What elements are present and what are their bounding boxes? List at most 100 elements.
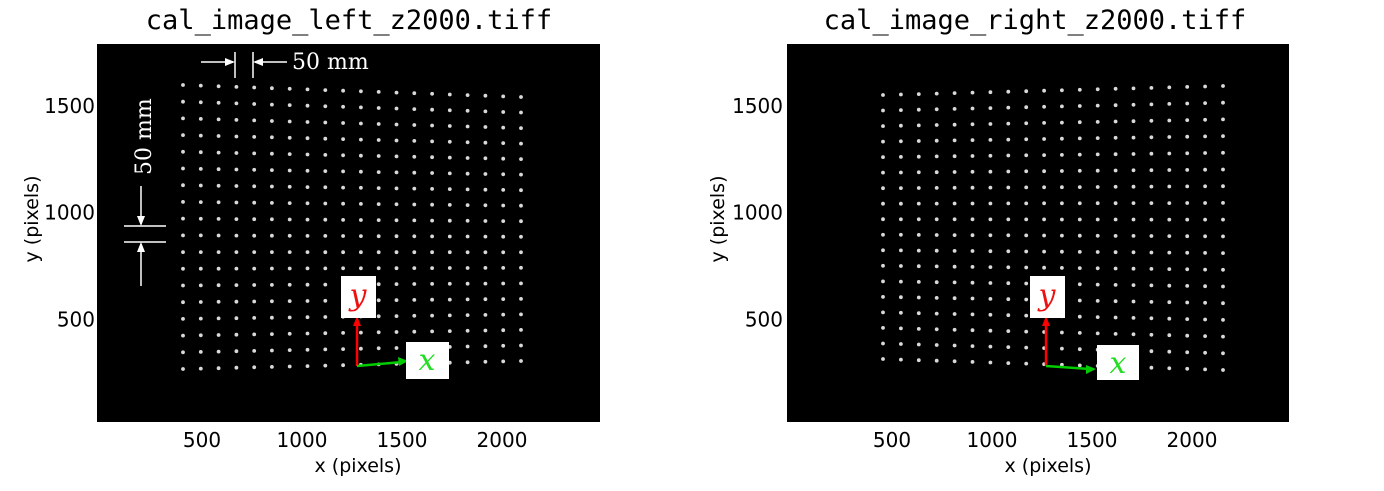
- left-calibration-dot: [430, 202, 434, 207]
- right-calibration-dot: [934, 123, 939, 127]
- left-calibration-dot: [234, 250, 239, 255]
- left-calibration-dot: [234, 167, 239, 172]
- left-calibration-dot: [394, 154, 399, 159]
- left-calibration-dot: [447, 329, 452, 333]
- right-calibration-dot: [1167, 118, 1172, 123]
- right-calibration-dot: [1077, 314, 1082, 319]
- right-calibration-dot: [881, 248, 885, 253]
- right-x-tick-label: 2000: [1167, 428, 1218, 452]
- left-calibration-dot: [270, 233, 274, 238]
- right-calibration-dot: [952, 201, 957, 206]
- right-calibration-dot: [1167, 333, 1172, 338]
- right-calibration-dot: [1113, 103, 1118, 108]
- right-calibration-dot: [1077, 266, 1082, 270]
- left-calibration-dot: [305, 120, 310, 124]
- left-calibration-dot: [234, 316, 239, 321]
- right-calibration-dot: [1113, 119, 1118, 124]
- right-calibration-dot: [988, 344, 993, 349]
- right-calibration-dot: [934, 327, 939, 332]
- right-calibration-dot: [899, 232, 903, 237]
- right-calibration-dot: [952, 280, 957, 285]
- left-calibration-dot: [394, 298, 399, 302]
- left-calibration-dot: [252, 200, 257, 205]
- left-calibration-dot: [359, 121, 363, 126]
- right-calibration-dot: [1131, 283, 1136, 287]
- right-calibration-dot: [1167, 250, 1172, 255]
- left-calibration-dot: [465, 313, 470, 317]
- left-calibration-dot: [270, 266, 274, 271]
- left-calibration-dot: [465, 93, 470, 97]
- right-calibration-dot: [952, 107, 957, 111]
- left-calibration-dot: [483, 203, 488, 208]
- left-calibration-dot: [198, 250, 203, 255]
- left-calibration-dot: [216, 200, 221, 205]
- right-calibration-dot: [1185, 134, 1190, 139]
- left-calibration-dot: [394, 170, 399, 175]
- right-calibration-dot: [1149, 300, 1154, 304]
- right-calibration-dot: [1167, 217, 1172, 222]
- left-calibration-dot: [216, 100, 221, 105]
- right-calibration-dot: [970, 280, 975, 285]
- left-calibration-dot: [216, 316, 221, 321]
- left-calibration-dot: [341, 201, 345, 206]
- right-x-axis-label: x (pixels): [1005, 455, 1092, 477]
- right-calibration-dot: [1221, 201, 1225, 205]
- left-calibration-dot: [305, 234, 310, 238]
- right-calibration-dot: [916, 123, 921, 128]
- right-calibration-dot: [1095, 282, 1100, 287]
- left-calibration-dot: [234, 85, 239, 89]
- right-calibration-dot: [1167, 102, 1172, 106]
- right-calibration-dot: [1203, 184, 1207, 189]
- left-calibration-dot: [305, 152, 310, 157]
- right-calibration-dot: [952, 122, 957, 127]
- left-calibration-dot: [465, 187, 470, 192]
- left-calibration-dot: [198, 316, 203, 321]
- right-calibration-dot: [1095, 103, 1100, 108]
- right-calibration-dot: [934, 107, 939, 112]
- right-calibration-dot: [1131, 234, 1136, 238]
- right-calibration-dot: [1095, 152, 1100, 157]
- right-calibration-dot: [1131, 152, 1136, 156]
- right-calibration-dot: [881, 139, 885, 144]
- left-calibration-dot: [305, 136, 310, 141]
- left-calibration-dot: [483, 359, 488, 364]
- left-calibration-dot: [483, 266, 488, 270]
- right-dot-grid: [881, 84, 1225, 372]
- right-calibration-dot: [916, 311, 921, 316]
- left-calibration-dot: [252, 151, 257, 156]
- left-calibration-dot: [359, 137, 363, 142]
- right-calibration-dot: [1077, 120, 1082, 125]
- left-calibration-dot: [501, 343, 506, 348]
- right-calibration-dot: [1221, 167, 1225, 172]
- right-x-tick-label: 1000: [967, 428, 1018, 452]
- left-calibration-dot: [198, 117, 203, 121]
- left-calibration-dot: [465, 156, 470, 160]
- left-calibration-dot: [234, 118, 239, 122]
- right-y-letter-box: [1030, 276, 1065, 318]
- right-calibration-dot: [934, 358, 939, 363]
- right-calibration-dot: [1167, 234, 1172, 239]
- left-panel: cal_image_left_z2000.tiff 50 mm 50 mm: [21, 5, 600, 477]
- left-calibration-dot: [305, 315, 310, 320]
- left-calibration-dot: [519, 312, 523, 317]
- right-calibration-dot: [988, 312, 993, 317]
- left-calibration-dot: [252, 217, 257, 222]
- left-calibration-dot: [216, 250, 221, 255]
- right-calibration-dot: [916, 264, 921, 269]
- left-calibration-dot: [394, 314, 399, 318]
- right-calibration-dot: [1203, 317, 1207, 322]
- right-calibration-dot: [988, 360, 993, 365]
- left-calibration-dot: [305, 331, 310, 336]
- left-calibration-dot: [412, 186, 417, 191]
- right-calibration-dot: [881, 326, 885, 330]
- right-calibration-dot: [916, 358, 921, 363]
- left-calibration-dot: [305, 299, 310, 303]
- left-calibration-dot: [447, 124, 452, 128]
- left-calibration-dot: [376, 122, 381, 126]
- right-calibration-dot: [1024, 281, 1029, 286]
- right-calibration-dot: [934, 248, 939, 253]
- right-x-tick-label: 500: [873, 428, 911, 452]
- right-calibration-dot: [1006, 345, 1011, 349]
- left-calibration-dot: [305, 250, 310, 255]
- left-calibration-dot: [287, 168, 292, 173]
